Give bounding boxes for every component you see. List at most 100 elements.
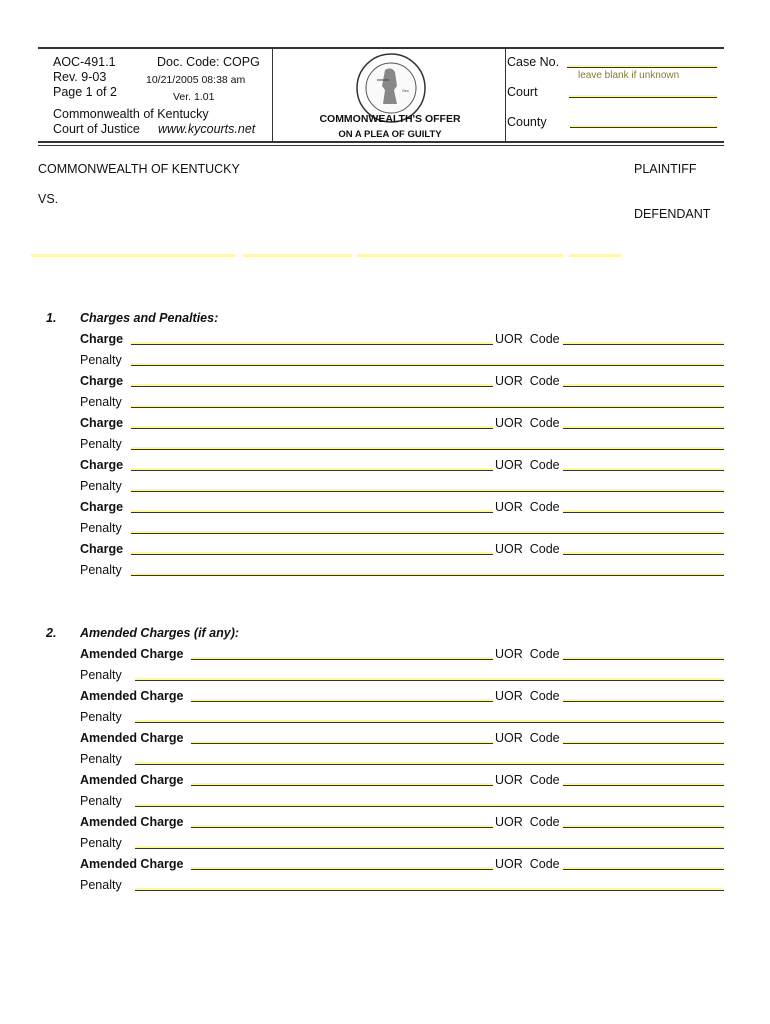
header-divider	[272, 48, 273, 143]
header-top-rule	[38, 47, 724, 49]
charge-input[interactable]	[191, 815, 493, 828]
vs-label: VS.	[38, 192, 59, 206]
court-input[interactable]	[569, 85, 717, 98]
revision: Rev. 9-03	[53, 70, 107, 84]
website-link[interactable]: www.kycourts.net	[158, 122, 256, 136]
uor-code-label: UOR Code	[495, 332, 560, 346]
charge-input[interactable]	[191, 647, 493, 660]
uor-code-input[interactable]	[563, 647, 724, 660]
charge-label: Amended Charge	[80, 689, 184, 703]
uor-code-input[interactable]	[563, 332, 724, 345]
penalty-label: Penalty	[80, 353, 122, 367]
section1-heading: Charges and Penalties:	[80, 311, 219, 325]
charge-input[interactable]	[131, 332, 493, 345]
header-bottom-rule	[38, 145, 724, 146]
penalty-input[interactable]	[135, 878, 724, 891]
uor-code-input[interactable]	[563, 374, 724, 387]
defendant-field[interactable]	[569, 254, 621, 257]
court-seal-icon: Sec	[356, 53, 426, 123]
charge-input[interactable]	[131, 416, 493, 429]
uor-code-input[interactable]	[563, 815, 724, 828]
charge-input[interactable]	[131, 458, 493, 471]
uor-code-input[interactable]	[563, 542, 724, 555]
penalty-input[interactable]	[135, 668, 724, 681]
penalty-input[interactable]	[135, 710, 724, 723]
charge-label: Charge	[80, 416, 124, 430]
charge-input[interactable]	[191, 773, 493, 786]
uor-code-input[interactable]	[563, 416, 724, 429]
charge-input[interactable]	[131, 542, 493, 555]
penalty-label: Penalty	[80, 710, 122, 724]
penalty-label: Penalty	[80, 794, 122, 808]
defendant-label: DEFENDANT	[634, 207, 711, 221]
uor-code-input[interactable]	[563, 458, 724, 471]
uor-code-input[interactable]	[563, 731, 724, 744]
uor-code-label: UOR Code	[495, 374, 560, 388]
charge-input[interactable]	[191, 857, 493, 870]
page-number: Page 1 of 2	[53, 85, 117, 99]
penalty-input[interactable]	[135, 836, 724, 849]
charge-input[interactable]	[191, 731, 493, 744]
uor-code-label: UOR Code	[495, 857, 560, 871]
charge-label: Charge	[80, 332, 124, 346]
charge-label: Charge	[80, 458, 124, 472]
penalty-input[interactable]	[131, 353, 724, 366]
charge-label: Charge	[80, 374, 124, 388]
section2-heading: Amended Charges (if any):	[80, 626, 240, 640]
plaintiff-name: COMMONWEALTH OF KENTUCKY	[38, 162, 240, 176]
uor-code-input[interactable]	[563, 500, 724, 513]
charge-input[interactable]	[131, 374, 493, 387]
header-bottom-rule	[38, 141, 724, 143]
charge-label: Amended Charge	[80, 773, 184, 787]
defendant-field[interactable]	[243, 254, 352, 257]
doc-code: Doc. Code: COPG	[157, 55, 260, 69]
defendant-field[interactable]	[31, 254, 236, 257]
uor-code-label: UOR Code	[495, 773, 560, 787]
uor-code-label: UOR Code	[495, 500, 560, 514]
penalty-input[interactable]	[135, 794, 724, 807]
charge-input[interactable]	[191, 689, 493, 702]
penalty-input[interactable]	[131, 521, 724, 534]
county-input[interactable]	[570, 115, 717, 128]
penalty-label: Penalty	[80, 395, 122, 409]
timestamp: 10/21/2005 08:38 am	[146, 74, 246, 86]
penalty-label: Penalty	[80, 752, 122, 766]
uor-code-input[interactable]	[563, 773, 724, 786]
plaintiff-label: PLAINTIFF	[634, 162, 697, 176]
version: Ver. 1.01	[173, 91, 215, 103]
charge-label: Charge	[80, 500, 124, 514]
penalty-input[interactable]	[131, 479, 724, 492]
case-no-input[interactable]	[567, 55, 717, 68]
penalty-input[interactable]	[131, 563, 724, 576]
penalty-input[interactable]	[131, 395, 724, 408]
case-no-hint: leave blank if unknown	[578, 70, 680, 81]
form-title-line1: COMMONWEALTH'S OFFER	[319, 113, 461, 125]
penalty-input[interactable]	[131, 437, 724, 450]
charge-label: Amended Charge	[80, 815, 184, 829]
uor-code-label: UOR Code	[495, 731, 560, 745]
form-title-line2: ON A PLEA OF GUILTY	[338, 129, 442, 140]
org-line1: Commonwealth of Kentucky	[53, 107, 209, 121]
penalty-label: Penalty	[80, 479, 122, 493]
penalty-label: Penalty	[80, 521, 122, 535]
svg-text:Sec: Sec	[402, 88, 409, 93]
penalty-label: Penalty	[80, 878, 122, 892]
uor-code-label: UOR Code	[495, 647, 560, 661]
uor-code-label: UOR Code	[495, 416, 560, 430]
uor-code-input[interactable]	[563, 689, 724, 702]
penalty-label: Penalty	[80, 668, 122, 682]
penalty-input[interactable]	[135, 752, 724, 765]
charge-label: Amended Charge	[80, 731, 184, 745]
header-divider	[505, 48, 506, 143]
charge-label: Amended Charge	[80, 647, 184, 661]
section2-number: 2.	[46, 626, 57, 640]
charge-input[interactable]	[131, 500, 493, 513]
uor-code-label: UOR Code	[495, 542, 560, 556]
uor-code-label: UOR Code	[495, 815, 560, 829]
penalty-label: Penalty	[80, 437, 122, 451]
uor-code-input[interactable]	[563, 857, 724, 870]
uor-code-label: UOR Code	[495, 689, 560, 703]
penalty-label: Penalty	[80, 836, 122, 850]
defendant-field[interactable]	[357, 254, 563, 257]
